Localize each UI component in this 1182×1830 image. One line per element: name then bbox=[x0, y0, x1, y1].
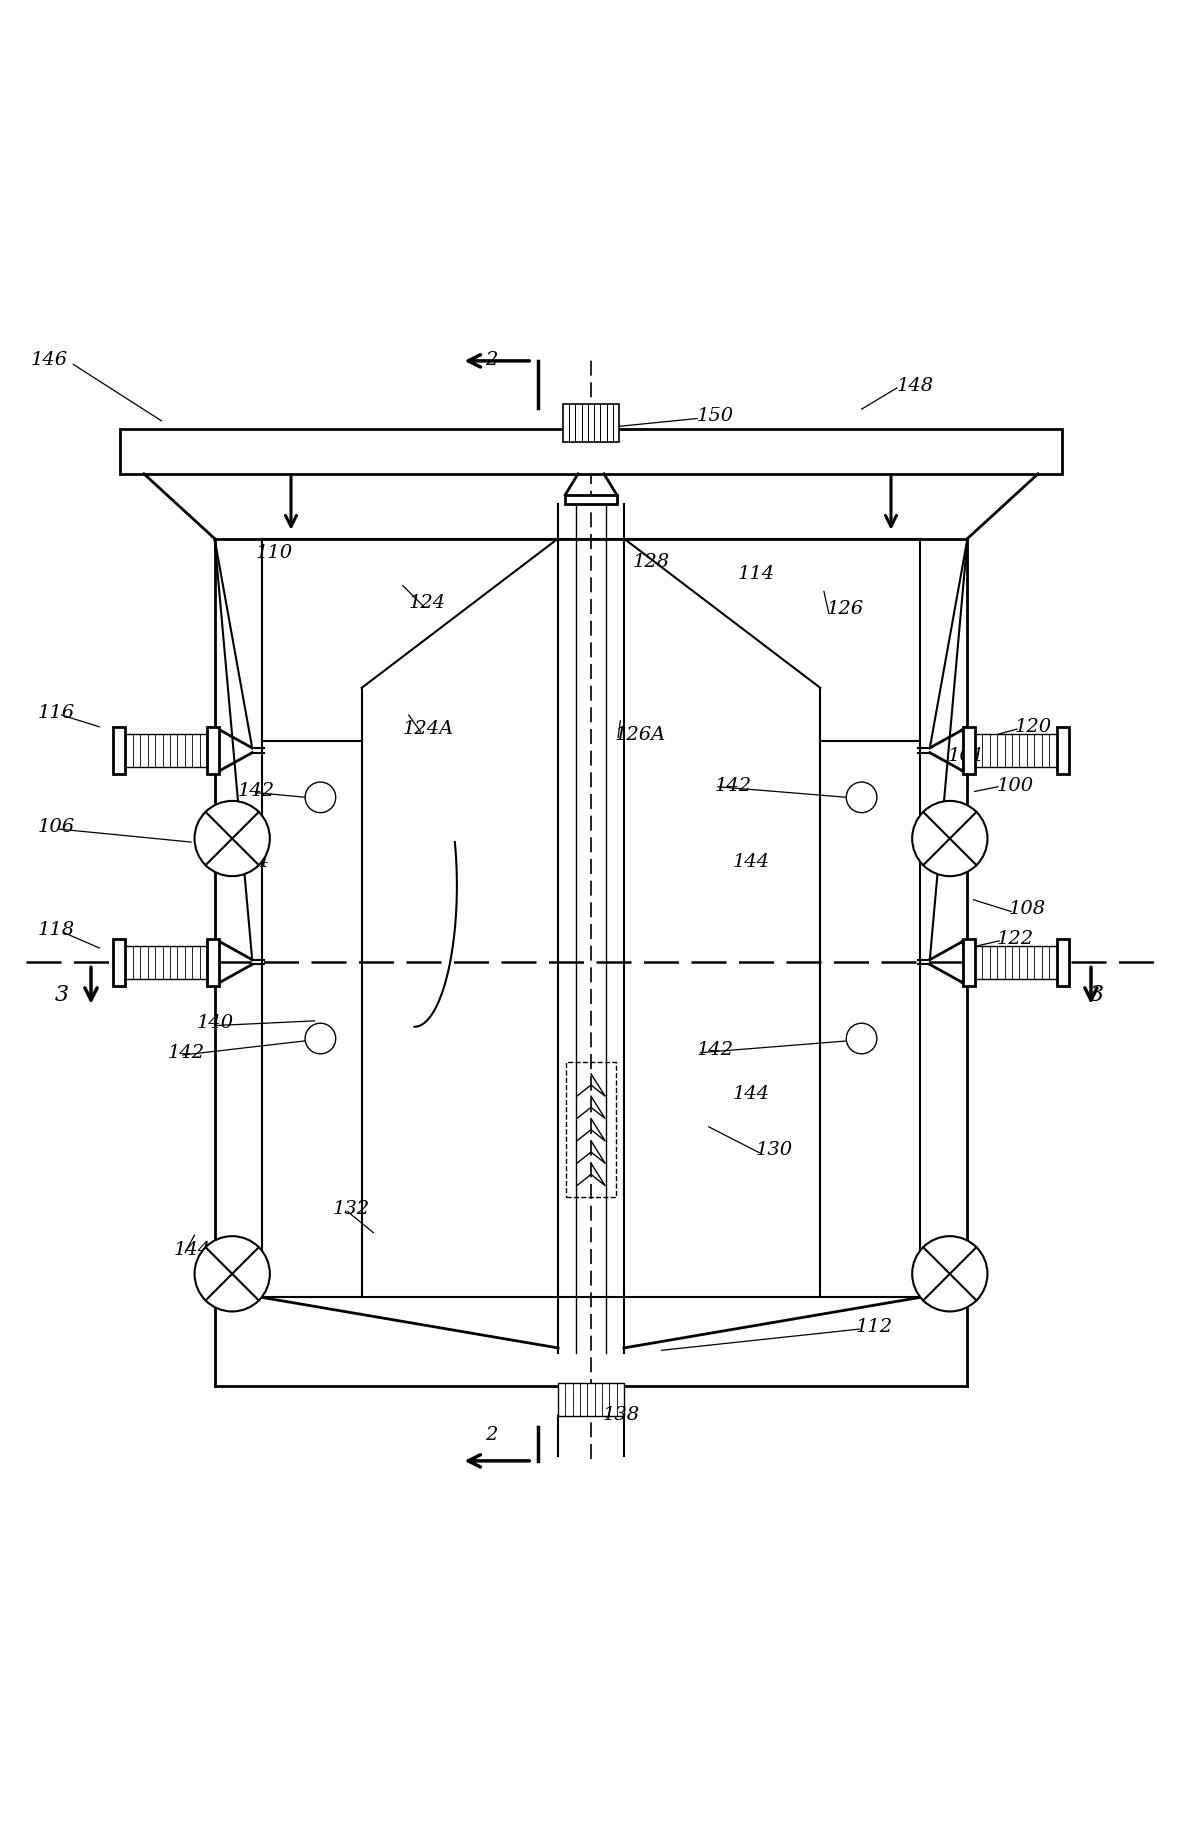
Circle shape bbox=[913, 1237, 987, 1312]
Bar bbox=[558, 1383, 624, 1416]
Text: 116: 116 bbox=[38, 705, 76, 721]
Text: 128: 128 bbox=[632, 553, 669, 571]
Text: 130: 130 bbox=[755, 1142, 793, 1158]
Bar bbox=[566, 1061, 616, 1197]
Circle shape bbox=[195, 802, 269, 877]
Text: 114: 114 bbox=[738, 565, 775, 582]
Bar bbox=[1057, 727, 1069, 774]
Text: 144: 144 bbox=[174, 1241, 210, 1259]
Text: 122: 122 bbox=[996, 930, 1034, 948]
Text: 132: 132 bbox=[332, 1200, 369, 1219]
Text: 142: 142 bbox=[697, 1041, 734, 1060]
Text: 110: 110 bbox=[255, 544, 293, 562]
Text: 148: 148 bbox=[897, 377, 934, 395]
Text: 126A: 126A bbox=[615, 727, 665, 745]
Text: 2: 2 bbox=[485, 1426, 498, 1444]
Text: 100: 100 bbox=[996, 776, 1034, 794]
Bar bbox=[118, 946, 215, 979]
Text: 124: 124 bbox=[409, 595, 446, 613]
Bar bbox=[565, 494, 617, 505]
Bar bbox=[1057, 939, 1069, 986]
Circle shape bbox=[305, 1023, 336, 1054]
Bar bbox=[208, 727, 219, 774]
Circle shape bbox=[305, 781, 336, 813]
Text: 118: 118 bbox=[38, 920, 76, 939]
Bar bbox=[121, 428, 1061, 474]
Bar bbox=[208, 939, 219, 986]
Text: 140: 140 bbox=[197, 1014, 234, 1032]
Bar bbox=[563, 404, 619, 443]
Text: 126: 126 bbox=[826, 600, 863, 619]
Text: 144: 144 bbox=[732, 1085, 769, 1103]
Circle shape bbox=[195, 1237, 269, 1312]
Text: 3: 3 bbox=[54, 985, 69, 1007]
Text: 144: 144 bbox=[232, 853, 269, 871]
Bar bbox=[113, 939, 125, 986]
Text: 106: 106 bbox=[38, 818, 76, 836]
Circle shape bbox=[913, 802, 987, 877]
Text: 146: 146 bbox=[31, 351, 67, 368]
Text: 124A: 124A bbox=[403, 721, 454, 737]
Text: 108: 108 bbox=[1008, 900, 1046, 919]
Bar bbox=[118, 734, 215, 767]
Circle shape bbox=[846, 1023, 877, 1054]
Text: 138: 138 bbox=[603, 1405, 639, 1424]
Bar bbox=[967, 946, 1064, 979]
Bar bbox=[963, 939, 974, 986]
Bar bbox=[967, 734, 1064, 767]
Text: 142: 142 bbox=[168, 1043, 204, 1061]
Text: 142: 142 bbox=[715, 776, 752, 794]
Text: 3: 3 bbox=[1090, 985, 1104, 1007]
Bar bbox=[113, 727, 125, 774]
Text: 120: 120 bbox=[1014, 717, 1052, 736]
Text: 2: 2 bbox=[485, 351, 498, 368]
Text: 101: 101 bbox=[948, 747, 985, 765]
Circle shape bbox=[846, 781, 877, 813]
Text: 112: 112 bbox=[856, 1318, 892, 1336]
Bar bbox=[963, 727, 974, 774]
Text: 142: 142 bbox=[238, 783, 275, 800]
Text: 144: 144 bbox=[732, 853, 769, 871]
Text: 150: 150 bbox=[697, 408, 734, 425]
